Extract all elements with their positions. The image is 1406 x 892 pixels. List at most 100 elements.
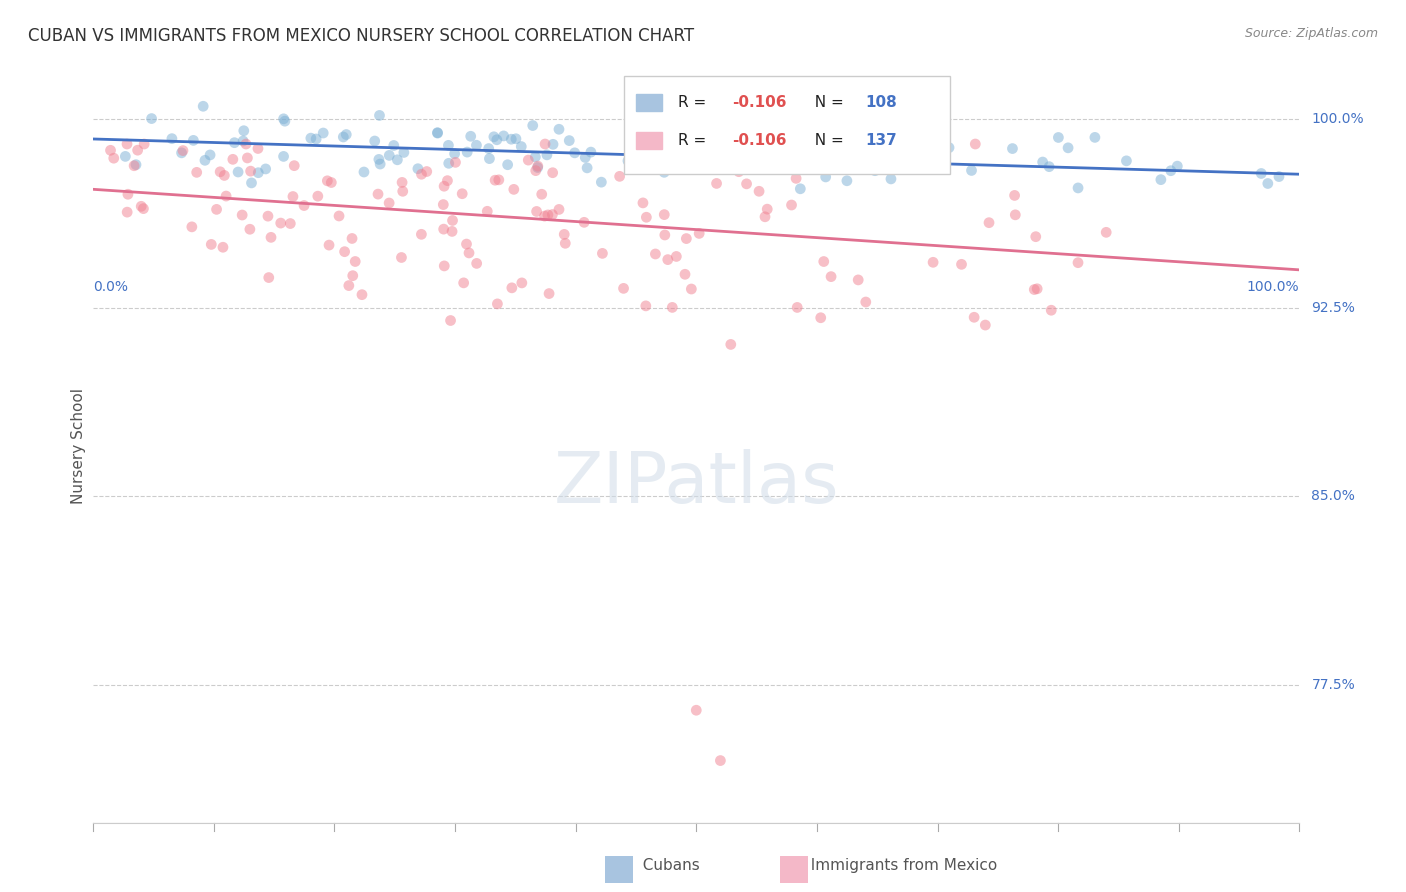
Point [183, 133, 205, 147]
Point [1095, 225, 1118, 239]
Point [770, 123, 793, 137]
Point [785, 171, 807, 186]
Point [748, 184, 770, 198]
Point [342, 268, 364, 283]
Point [619, 142, 641, 156]
Point [553, 227, 575, 242]
Point [226, 165, 249, 179]
Point [382, 138, 405, 153]
Text: Cubans: Cubans [633, 858, 699, 872]
Point [368, 108, 391, 122]
Point [200, 237, 222, 252]
Point [681, 282, 703, 296]
Point [524, 150, 547, 164]
Point [160, 131, 183, 145]
Point [437, 138, 460, 153]
Point [652, 165, 675, 179]
Point [810, 310, 832, 325]
Point [456, 237, 478, 252]
Point [735, 177, 758, 191]
Point [756, 202, 779, 216]
Point [572, 215, 595, 229]
Point [180, 219, 202, 234]
Point [439, 313, 461, 327]
Point [527, 159, 550, 173]
Point [437, 156, 460, 170]
Point [222, 153, 245, 167]
Point [115, 136, 138, 151]
Point [554, 236, 576, 251]
Point [305, 132, 328, 146]
Point [426, 126, 449, 140]
Point [321, 176, 343, 190]
Point [441, 213, 464, 227]
Point [340, 231, 363, 245]
Point [1166, 159, 1188, 173]
Point [477, 204, 499, 219]
Point [522, 119, 544, 133]
Point [364, 134, 387, 148]
Text: R =: R = [678, 133, 711, 148]
Point [844, 145, 866, 159]
Point [770, 134, 793, 148]
Point [536, 148, 558, 162]
Point [433, 222, 456, 236]
Point [727, 164, 749, 178]
Point [235, 136, 257, 151]
Point [307, 189, 329, 203]
Text: 100.0%: 100.0% [1247, 280, 1299, 293]
Point [141, 112, 163, 126]
Point [443, 146, 465, 161]
Point [1067, 181, 1090, 195]
Point [292, 198, 315, 212]
FancyBboxPatch shape [636, 132, 662, 149]
Point [1038, 160, 1060, 174]
Point [240, 176, 263, 190]
Point [283, 159, 305, 173]
Point [350, 287, 373, 301]
Text: 0.0%: 0.0% [93, 280, 128, 293]
Point [368, 157, 391, 171]
Point [441, 224, 464, 238]
Point [735, 134, 758, 148]
Point [115, 205, 138, 219]
FancyBboxPatch shape [636, 95, 662, 111]
Point [391, 176, 413, 190]
Point [198, 148, 221, 162]
Point [855, 295, 877, 310]
Point [333, 244, 356, 259]
Point [205, 202, 228, 217]
Point [257, 270, 280, 285]
Point [697, 153, 720, 167]
Point [478, 152, 501, 166]
Point [458, 246, 481, 260]
Point [125, 158, 148, 172]
Point [246, 141, 269, 155]
Point [776, 139, 799, 153]
Point [530, 187, 553, 202]
Point [367, 153, 389, 167]
Point [1024, 283, 1046, 297]
Point [706, 177, 728, 191]
Point [232, 134, 254, 148]
Point [526, 161, 548, 175]
Point [579, 145, 602, 160]
Point [505, 132, 527, 146]
Point [433, 179, 456, 194]
Point [657, 252, 679, 267]
Point [922, 255, 945, 269]
Point [274, 114, 297, 128]
Point [1032, 155, 1054, 169]
Point [453, 276, 475, 290]
Point [232, 124, 254, 138]
Point [391, 184, 413, 198]
Point [193, 99, 215, 113]
Point [720, 337, 742, 351]
Point [652, 208, 675, 222]
Point [1026, 282, 1049, 296]
Point [538, 286, 561, 301]
Point [617, 153, 640, 168]
Y-axis label: Nursery School: Nursery School [72, 388, 86, 504]
Point [281, 189, 304, 203]
Point [103, 151, 125, 165]
